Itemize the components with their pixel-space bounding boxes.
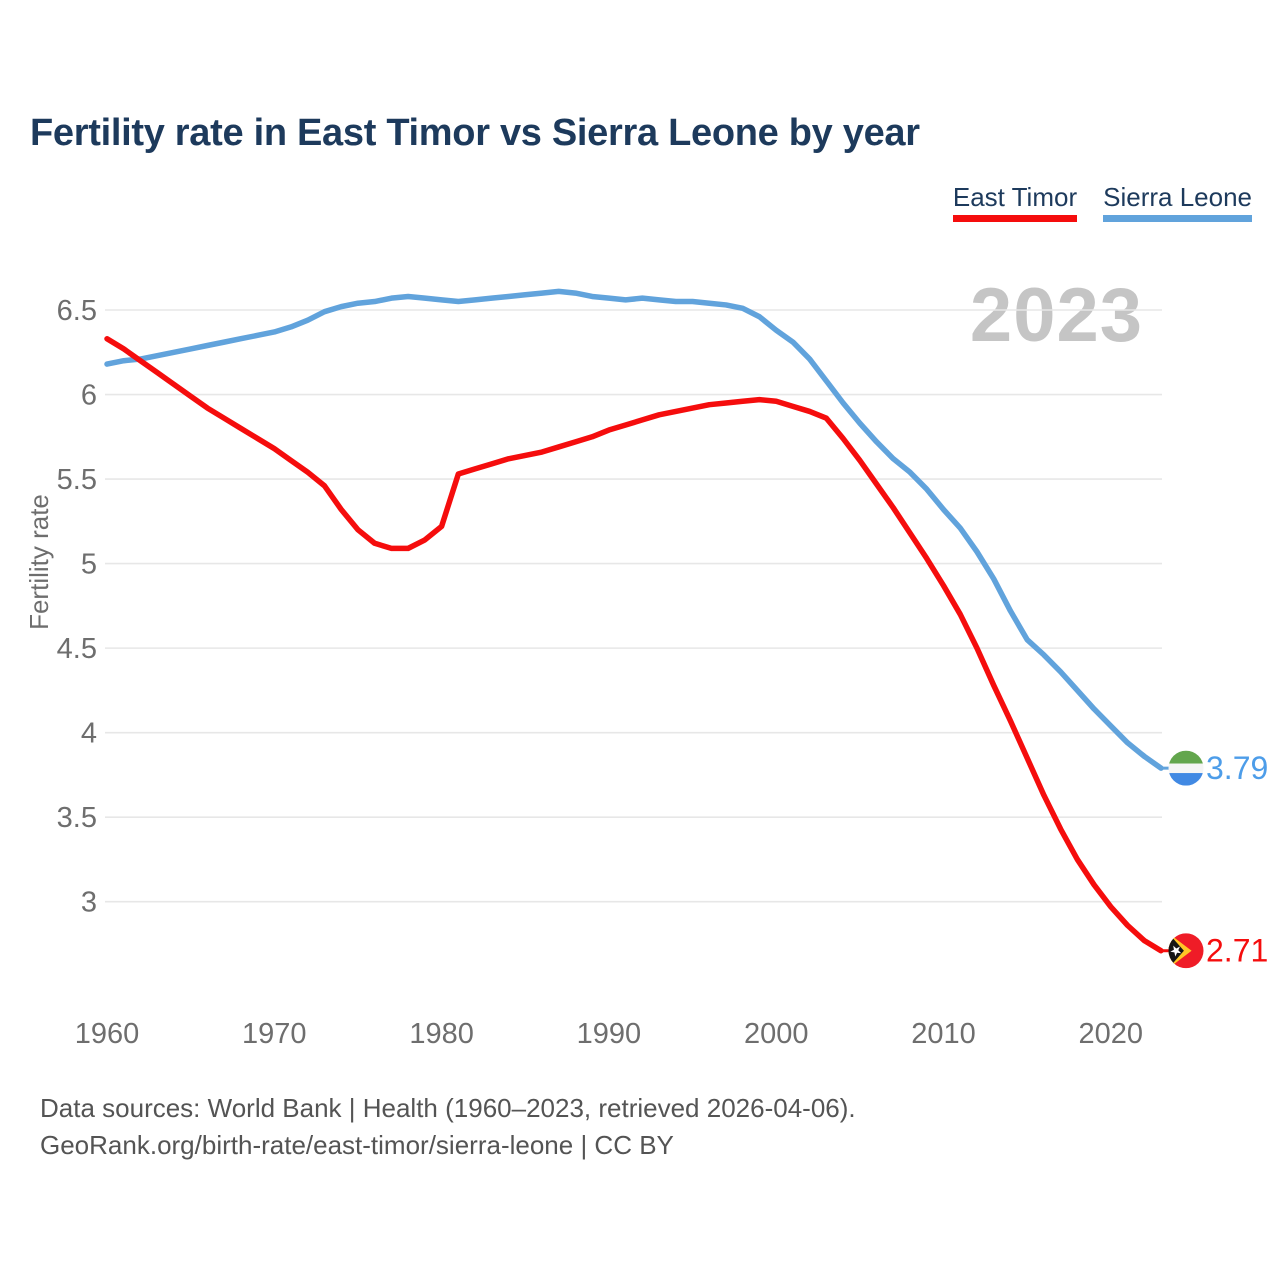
page-title: Fertility rate in East Timor vs Sierra L… [30, 112, 920, 154]
sierra-leone-flag-icon[interactable] [1168, 750, 1204, 786]
y-tick-label: 4 [81, 718, 97, 750]
x-tick-label: 1990 [577, 1018, 642, 1050]
legend-label-east-timor: East Timor [952, 182, 1078, 212]
data-source-line: Data sources: World Bank | Health (1960–… [40, 1093, 856, 1123]
end-markers-layer: 3.79 2.71 [1168, 750, 1268, 969]
y-tick-label: 6.5 [57, 295, 97, 327]
x-tick-label: 2010 [911, 1018, 976, 1050]
y-axis-title: Fertility rate [24, 494, 54, 630]
y-tick-label: 5.5 [57, 464, 97, 496]
series-layer [104, 288, 1172, 954]
chart-legend: East Timor Sierra Leone [952, 182, 1252, 223]
x-tick-label: 1960 [75, 1018, 140, 1050]
sierra-leone-line[interactable] [104, 288, 1164, 771]
y-tick-label: 3 [81, 887, 97, 919]
legend-item-east-timor[interactable]: East Timor [952, 182, 1078, 223]
x-tick-label: 2020 [1079, 1018, 1144, 1050]
x-tick-label: 2000 [744, 1018, 809, 1050]
x-tick-label: 1970 [242, 1018, 307, 1050]
y-tick-label: 4.5 [57, 633, 97, 665]
east-timor-flag-icon[interactable] [1168, 933, 1204, 969]
legend-item-sierra-leone[interactable]: Sierra Leone [1103, 182, 1252, 223]
attribution-line: GeoRank.org/birth-rate/east-timor/sierra… [40, 1129, 674, 1160]
legend-label-sierra-leone: Sierra Leone [1103, 182, 1252, 212]
legend-swatch-sierra-leone [1103, 215, 1252, 223]
axis-ticks-layer: 6.5 6 5.5 5 4.5 4 3.5 3 1960 1970 1980 1990 2000 2010… [57, 295, 1143, 1050]
watermark-year: 2023 [970, 273, 1143, 358]
y-tick-label: 5 [81, 549, 97, 581]
end-value-label-sierra-leone: 3.79 [1206, 750, 1268, 786]
east-timor-line[interactable] [104, 335, 1164, 954]
y-tick-label: 6 [81, 380, 97, 412]
legend-swatch-east-timor [952, 215, 1078, 223]
end-value-label-east-timor: 2.71 [1206, 933, 1268, 969]
x-tick-label: 1980 [409, 1018, 474, 1050]
y-tick-label: 3.5 [57, 802, 97, 834]
gridlines-layer [105, 309, 1162, 903]
chart-footer: Data sources: World Bank | Health (1960–… [40, 1090, 856, 1164]
